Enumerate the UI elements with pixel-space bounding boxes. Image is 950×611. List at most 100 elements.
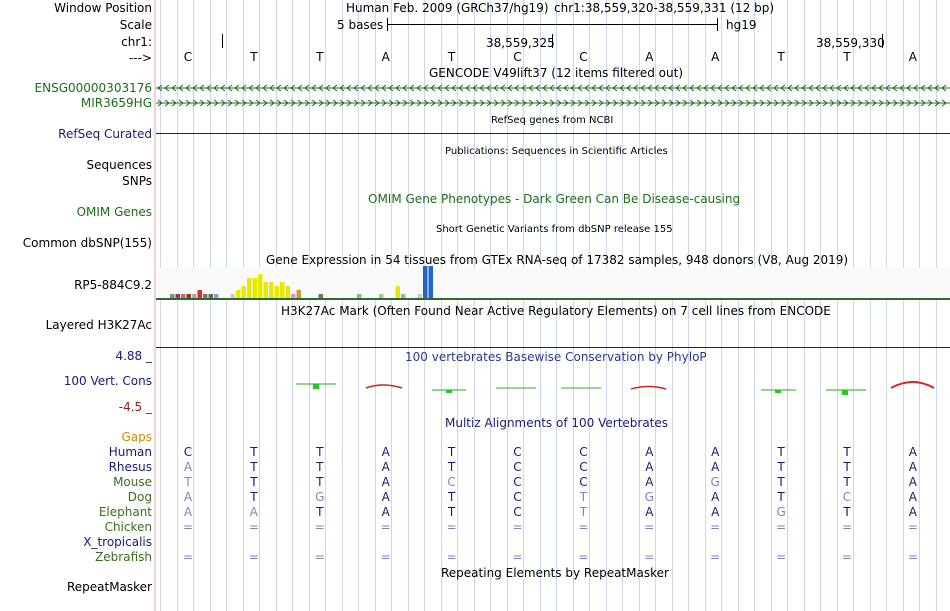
gtex-bar[interactable] (357, 294, 362, 298)
gtex-bar[interactable] (379, 294, 384, 298)
strand-chevron (563, 84, 569, 92)
strand-chevron (493, 99, 499, 107)
strand-chevron (423, 84, 429, 92)
track-image[interactable]: Human Feb. 2009 (GRCh37/hg19) chr1:38,55… (156, 0, 950, 611)
strand-chevron (192, 99, 198, 107)
alignment-base: T (447, 460, 456, 474)
gtex-bar[interactable] (181, 294, 186, 298)
repeatmasker-label[interactable]: RepeatMasker (66, 580, 152, 594)
phylop-conservation-plot[interactable] (156, 0, 950, 410)
gtex-bar[interactable] (285, 286, 291, 298)
gtex-bar[interactable] (263, 282, 269, 298)
gridline (342, 0, 343, 611)
alignment-base: A (381, 445, 390, 459)
sequence-base: T (250, 50, 258, 64)
gtex-bar[interactable] (214, 294, 219, 298)
strand-chevron (262, 84, 268, 92)
gtex-bar[interactable] (423, 266, 428, 298)
alignment-base: A (908, 490, 917, 504)
gridline (358, 0, 359, 611)
sequences-label[interactable]: Sequences (86, 158, 152, 172)
gene-label-ensg[interactable]: ENSG00000303176 (34, 81, 152, 95)
gtex-bar[interactable] (318, 294, 324, 298)
refseq-title: RefSeq genes from NCBI (491, 115, 614, 126)
gridline (903, 0, 904, 611)
strand-chevron (528, 99, 534, 107)
scale-db: hg19 (726, 18, 757, 32)
omim-label[interactable]: OMIM Genes (76, 205, 152, 219)
sequence-base: C (513, 50, 522, 64)
strand-chevron (276, 84, 282, 92)
species-label[interactable]: Mouse (113, 475, 152, 489)
strand-chevron (864, 99, 870, 107)
gene-label-mir3659hg[interactable]: MIR3659HG (80, 96, 152, 110)
gtex-bar[interactable] (395, 286, 401, 298)
gtex-bar[interactable] (247, 278, 252, 298)
gtex-bar[interactable] (170, 294, 175, 298)
gtex-bar[interactable] (269, 282, 274, 298)
strand-chevron (402, 99, 408, 107)
strand-chevron (661, 99, 667, 107)
strand-chevron (255, 84, 261, 92)
strand-chevron (752, 84, 758, 92)
strand-chevron (402, 84, 408, 92)
gtex-bar[interactable] (208, 294, 214, 298)
gtex-bar[interactable] (175, 294, 181, 298)
alignment-base: A (183, 490, 193, 504)
alignment-base: A (711, 505, 720, 519)
gtex-bar[interactable] (296, 290, 302, 298)
omim-title: OMIM Gene Phenotypes - Dark Green Can Be… (368, 192, 741, 206)
strand-chevron (899, 99, 905, 107)
strand-chevron (934, 84, 940, 92)
gtex-bar[interactable] (401, 294, 406, 298)
species-label[interactable]: Dog (127, 490, 152, 504)
gtex-bar[interactable] (197, 290, 203, 298)
gtex-bar[interactable] (428, 266, 434, 298)
strand-chevron (829, 99, 835, 107)
species-label[interactable]: Rhesus (108, 460, 152, 474)
gtex-bar[interactable] (252, 278, 258, 298)
gtex-bar[interactable] (236, 290, 241, 298)
h3k27ac-label[interactable]: Layered H3K27Ac (45, 318, 152, 332)
strand-chevron (472, 84, 478, 92)
refseq-label[interactable]: RefSeq Curated (58, 127, 152, 141)
dbsnp-label[interactable]: Common dbSNP(155) (22, 236, 152, 250)
strand-chevron (479, 99, 485, 107)
alignment-base: T (250, 490, 258, 504)
gene-line-ensg[interactable] (156, 0, 950, 110)
gaps-label: Gaps (121, 430, 152, 444)
strand-chevron (626, 84, 632, 92)
gtex-bar[interactable] (280, 282, 285, 298)
gtex-bar[interactable] (186, 294, 192, 298)
strand-chevron (409, 99, 415, 107)
alignment-base: = (578, 520, 589, 534)
gtex-bar[interactable] (192, 294, 197, 298)
species-label[interactable]: X_tropicalis (83, 535, 152, 549)
gtex-expression-chart[interactable] (156, 0, 950, 302)
gridline (226, 0, 227, 611)
species-label[interactable]: Human (108, 445, 152, 459)
gtex-bar[interactable] (203, 294, 208, 298)
strand-chevron (430, 84, 436, 92)
strand-chevron (654, 99, 660, 107)
gridline (705, 0, 706, 611)
species-label[interactable]: Elephant (98, 505, 152, 519)
gridline (474, 0, 475, 611)
strand-chevron (738, 99, 744, 107)
species-label[interactable]: Chicken (104, 520, 152, 534)
gtex-bar[interactable] (417, 294, 423, 298)
gtex-gene-label[interactable]: RP5-884C9.2 (74, 278, 152, 292)
strand-chevron (367, 84, 373, 92)
gridline (672, 0, 673, 611)
gridline (193, 0, 194, 611)
gtex-bar[interactable] (241, 286, 247, 298)
snps-label[interactable]: SNPs (122, 174, 152, 188)
cons-label[interactable]: 100 Vert. Cons (63, 374, 152, 388)
gtex-bar[interactable] (258, 274, 263, 298)
gtex-bar[interactable] (230, 294, 236, 298)
species-label[interactable]: Zebrafish (95, 550, 152, 564)
gtex-bar[interactable] (274, 286, 280, 298)
alignment-base: T (250, 460, 258, 474)
gtex-bar[interactable] (291, 294, 296, 298)
strand-chevron (542, 84, 548, 92)
